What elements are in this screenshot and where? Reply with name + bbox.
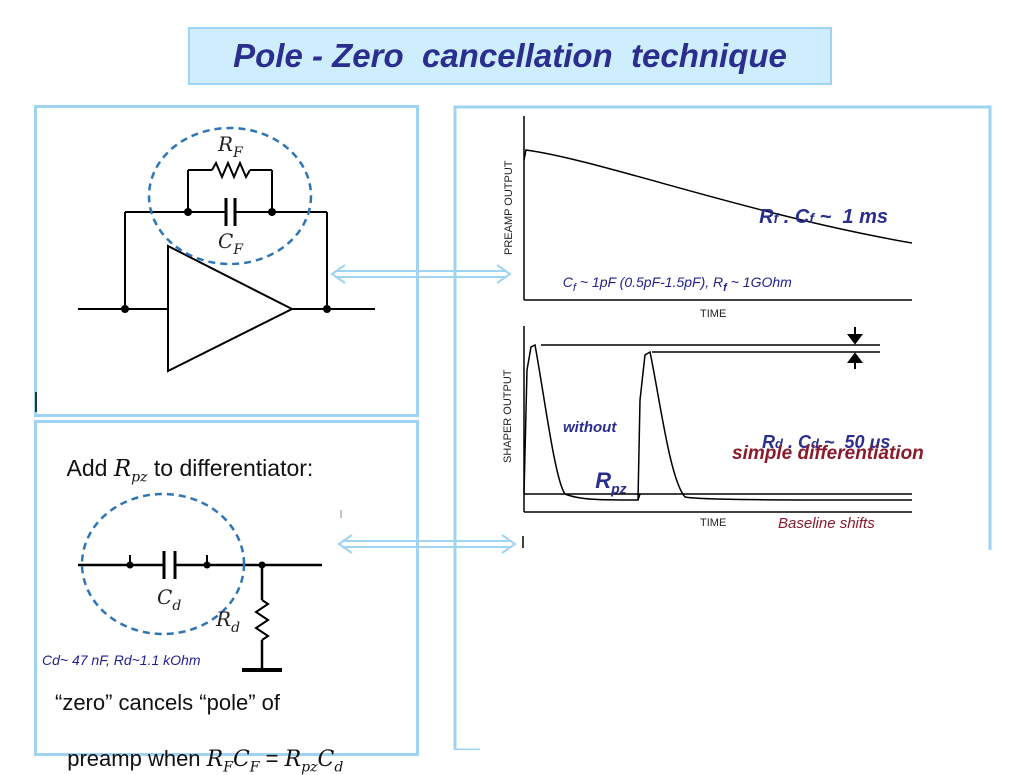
feedback-highlight-circle: [147, 126, 313, 266]
simple-differentiation-label: simple differentiation: [732, 443, 924, 464]
double-arrow-bottom: [337, 534, 517, 554]
differentiator-heading: Add Rpz to differentiator:: [55, 428, 314, 486]
without-label: without: [563, 419, 617, 436]
shaper-time-constant: Rd . Cd ~ 50 μs: [762, 432, 891, 452]
shaper-pulse-1: [523, 343, 641, 501]
differentiator-junctions: [126, 561, 266, 569]
preamp-time-constant: Rf . Cf ~ 1 ms: [759, 206, 888, 228]
differentiator-highlight-circle: [80, 492, 246, 636]
differentiator-schematic: [78, 555, 322, 672]
heading-post-text: to differentiator:: [147, 455, 314, 481]
shaper-pulse-2: [637, 350, 913, 501]
junction-dots: [121, 208, 331, 313]
differentiator-values-note: Cd~ 47 nF, Rd~1.1 kOhm: [42, 652, 201, 668]
equation-lhs: RFCF: [206, 747, 260, 775]
preamp-circuit-panel: [34, 105, 419, 417]
amplifier-triangle: [167, 244, 295, 373]
heading-pre-text: Add: [66, 455, 114, 481]
rpz-plot-label: Rpz: [595, 468, 627, 497]
preamp-component-values: Cf ~ 1pF (0.5pF-1.5pF), Rf ~ 1GOhm: [562, 274, 792, 294]
title-banner: Pole - Zero cancellation technique: [188, 27, 832, 85]
cf-capacitor-symbol: [224, 198, 237, 226]
rf-label: RF: [217, 132, 244, 161]
differentiator-panel: [34, 420, 419, 756]
preamp-decay-curve: [523, 149, 913, 244]
equation-rhs: RpzCd: [284, 747, 344, 775]
cf-label: CF: [218, 229, 244, 258]
cd-capacitor-symbol: [162, 551, 177, 579]
preamp-plot: [523, 116, 913, 301]
zero-pole-line2: preamp when RFCF = RpzCd: [67, 746, 344, 775]
preamp-y-label: PREAMP OUTPUT: [503, 160, 515, 255]
shaper-y-label: SHAPER OUTPUT: [502, 369, 514, 463]
page-title: Pole - Zero cancellation technique: [233, 37, 787, 74]
shaper-plot: [523, 326, 913, 513]
zero-pole-line1: “zero” cancels “pole” of: [55, 690, 280, 715]
shaper-x-label: TIME: [700, 517, 726, 529]
offset-arrows: [847, 327, 863, 369]
preamp-x-label: TIME: [700, 308, 726, 320]
baseline-shifts-label: Baseline shifts: [778, 515, 875, 532]
preamp-schematic: [78, 160, 375, 310]
cd-label: Cd: [157, 585, 181, 614]
plots-panel-frame: [452, 105, 994, 750]
rd-label: Rd: [215, 607, 240, 636]
double-arrow-top: [330, 264, 512, 284]
rpz-symbol: Rpz: [113, 456, 148, 486]
